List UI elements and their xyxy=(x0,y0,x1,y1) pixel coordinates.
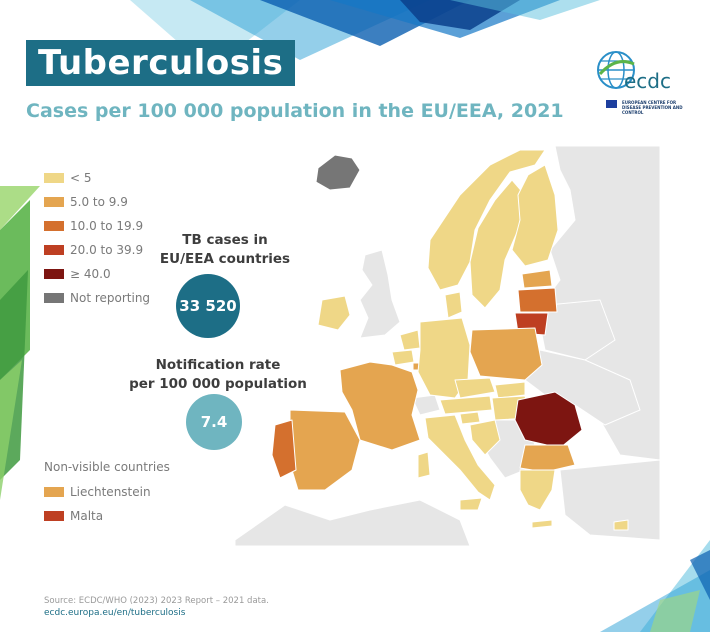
map-denmark xyxy=(444,291,463,319)
map-sardinia xyxy=(417,451,431,479)
cases-circle: 33 520 xyxy=(176,274,240,338)
map-cyprus xyxy=(613,519,629,531)
ecdc-logo: ecdc xyxy=(597,51,671,108)
map-italy xyxy=(424,414,496,501)
bottom-right-shapes xyxy=(600,540,710,632)
map-germany xyxy=(417,317,471,399)
map-romania xyxy=(514,391,583,449)
legend-label: 10.0 to 19.9 xyxy=(70,219,144,233)
map-netherlands xyxy=(399,329,421,351)
legend-item-10-19: 10.0 to 19.9 xyxy=(44,214,150,238)
legend-swatch xyxy=(44,221,64,231)
map-latvia xyxy=(517,287,558,313)
map-france xyxy=(339,361,421,451)
legend-swatch xyxy=(44,487,64,497)
map-switzerland xyxy=(411,394,441,416)
europe-map xyxy=(234,146,660,546)
legend-item-20-39: 20.0 to 39.9 xyxy=(44,238,150,262)
map-slovakia xyxy=(494,381,526,399)
legend-swatch xyxy=(44,511,64,521)
source-text: Source: ECDC/WHO (2023) 2023 Report – 20… xyxy=(44,596,269,606)
legend-item-ge40: ≥ 40.0 xyxy=(44,262,150,286)
cases-label: TB cases in EU/EEA countries xyxy=(150,231,300,269)
rate-value: 7.4 xyxy=(200,413,228,431)
map-crete xyxy=(531,519,553,529)
legend-label: 5.0 to 9.9 xyxy=(70,195,128,209)
map-iceland xyxy=(315,154,361,191)
legend-item-5-9: 5.0 to 9.9 xyxy=(44,190,150,214)
map-greece xyxy=(519,469,556,511)
legend-label: Malta xyxy=(70,509,104,523)
rate-label-line1: Notification rate xyxy=(155,357,281,373)
cases-label-line2: EU/EEA countries xyxy=(159,251,291,267)
map-turkey xyxy=(559,459,660,541)
cases-value: 33 520 xyxy=(179,297,237,315)
left-side-shapes xyxy=(0,186,40,500)
non-visible-item-liechtenstein: Liechtenstein xyxy=(44,480,151,504)
map-estonia xyxy=(521,269,553,289)
legend-label: 20.0 to 39.9 xyxy=(70,243,144,257)
legend-swatch xyxy=(44,245,64,255)
map-croatia xyxy=(469,419,501,456)
map-slovenia xyxy=(459,411,481,425)
legend-item-not-reporting: Not reporting xyxy=(44,286,150,310)
rate-label: Notification rate per 100 000 population xyxy=(128,356,308,394)
non-visible-legend: Liechtenstein Malta xyxy=(44,480,151,528)
map-portugal xyxy=(271,419,297,479)
rate-circle: 7.4 xyxy=(186,394,242,450)
legend-swatch xyxy=(44,293,64,303)
legend: < 5 5.0 to 9.9 10.0 to 19.9 20.0 to 39.9… xyxy=(44,166,150,310)
non-visible-item-malta: Malta xyxy=(44,504,151,528)
logo-text: ecdc xyxy=(624,69,671,93)
map-ukraine xyxy=(524,349,641,426)
map-poland xyxy=(469,327,543,381)
cases-label-line1: TB cases in xyxy=(182,232,268,248)
non-visible-title: Non-visible countries xyxy=(44,460,170,474)
legend-label: Liechtenstein xyxy=(70,485,151,499)
legend-label: ≥ 40.0 xyxy=(70,267,111,281)
source-link[interactable]: ecdc.europa.eu/en/tuberculosis xyxy=(44,608,186,618)
page-title: Tuberculosis xyxy=(38,43,284,83)
logo-org-name: EUROPEAN CENTRE FOR DISEASE PREVENTION A… xyxy=(622,100,683,115)
map-belgium xyxy=(391,349,415,366)
map-north-africa xyxy=(234,499,471,546)
page-subtitle: Cases per 100 000 population in the EU/E… xyxy=(26,100,564,122)
title-box: Tuberculosis xyxy=(26,40,296,86)
legend-swatch xyxy=(44,269,64,279)
legend-label: Not reporting xyxy=(70,291,151,305)
map-austria xyxy=(439,395,493,415)
map-norway xyxy=(427,149,546,291)
map-bulgaria xyxy=(519,444,576,473)
map-sicily xyxy=(459,497,483,511)
map-finland xyxy=(511,164,559,267)
rate-label-line2: per 100 000 population xyxy=(129,376,307,392)
legend-swatch xyxy=(44,197,64,207)
top-banner-shapes xyxy=(130,0,600,70)
globe-icon xyxy=(597,51,635,89)
legend-item-lt5: < 5 xyxy=(44,166,150,190)
map-ireland xyxy=(317,295,351,331)
map-spain xyxy=(289,409,361,491)
legend-label: < 5 xyxy=(70,171,92,185)
legend-swatch xyxy=(44,173,64,183)
eu-flag-icon xyxy=(606,100,617,108)
map-uk xyxy=(359,249,401,339)
map-czechia xyxy=(454,377,496,399)
